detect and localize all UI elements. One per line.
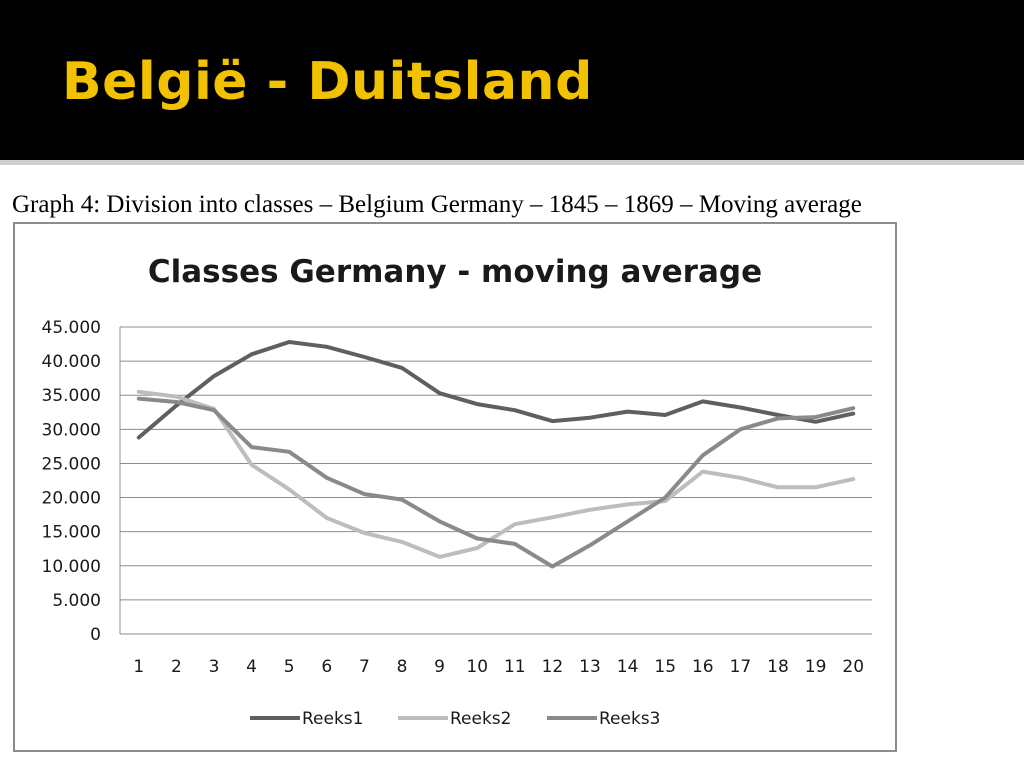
chart-frame: Classes Germany - moving average 0 5.000 1…	[13, 222, 897, 752]
x-tick-label: 1	[133, 657, 144, 677]
x-tick-label: 4	[246, 657, 257, 677]
x-tick-label: 19	[805, 657, 827, 677]
x-tick-label: 8	[397, 657, 408, 677]
x-tick-label: 17	[730, 657, 752, 677]
series-line-reeks3	[136, 396, 856, 569]
y-tick-label: 15.000	[42, 523, 101, 543]
legend-label: Reeks1	[302, 709, 363, 729]
y-tick-label: 45.000	[42, 318, 101, 338]
y-tick-label: 35.000	[42, 386, 101, 406]
x-tick-label: 9	[434, 657, 445, 677]
series-line-reeks2	[136, 389, 856, 559]
gridlines	[119, 326, 872, 635]
x-tick-label: 16	[692, 657, 714, 677]
x-tick-label: 10	[466, 657, 488, 677]
x-tick-label: 13	[579, 657, 601, 677]
legend-label: Reeks3	[599, 709, 660, 729]
y-axis-ticks: 0 5.000 10.000 15.000 20.000 25.000 30.000 35.0…	[42, 318, 101, 645]
y-tick-label: 5.000	[52, 591, 101, 611]
slide-header: België - Duitsland	[0, 0, 1024, 165]
x-tick-label: 15	[654, 657, 676, 677]
series-line-reeks1	[136, 340, 856, 440]
x-tick-label: 5	[284, 657, 295, 677]
x-tick-label: 7	[359, 657, 370, 677]
x-tick-label: 18	[767, 657, 789, 677]
series-lines	[136, 340, 856, 569]
x-tick-label: 11	[504, 657, 526, 677]
header-divider	[0, 160, 1024, 165]
x-axis-ticks: 1 2 3 4 5 6 7 8 9 10 11 12 13 14 15 16 17 18 19 20	[133, 657, 864, 677]
y-tick-label: 10.000	[42, 557, 101, 577]
y-tick-label: 25.000	[42, 454, 101, 474]
x-tick-label: 3	[209, 657, 220, 677]
y-tick-label: 20.000	[42, 489, 101, 509]
x-tick-label: 6	[321, 657, 332, 677]
line-chart: Classes Germany - moving average 0 5.000 1…	[42, 254, 872, 729]
legend: Reeks1 Reeks2 Reeks3	[250, 709, 660, 729]
y-tick-label: 0	[90, 625, 101, 645]
chart-title: Classes Germany - moving average	[148, 254, 762, 290]
legend-label: Reeks2	[450, 709, 511, 729]
graph-caption: Graph 4: Division into classes – Belgium…	[12, 191, 862, 218]
x-tick-label: 20	[842, 657, 864, 677]
x-tick-label: 12	[542, 657, 564, 677]
y-tick-label: 30.000	[42, 420, 101, 440]
y-tick-label: 40.000	[42, 352, 101, 372]
slide-title: België - Duitsland	[62, 52, 593, 112]
x-tick-label: 2	[171, 657, 182, 677]
x-tick-label: 14	[617, 657, 639, 677]
